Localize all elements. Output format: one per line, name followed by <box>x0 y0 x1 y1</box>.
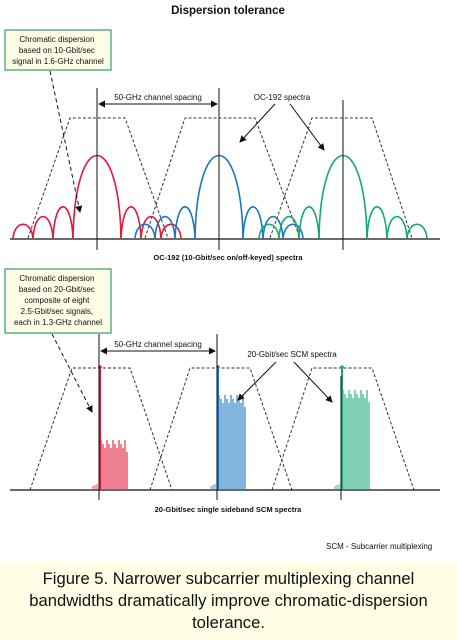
bottom-callout-line-4: 2.5-Gbit/sec signals, <box>21 307 93 316</box>
side-lobe-right <box>120 206 142 239</box>
side-lobe-left <box>278 216 300 239</box>
bottom-spacing-label: 50-GHz channel spacing <box>114 340 202 349</box>
side-lobe-left <box>12 223 34 239</box>
top-spectra-arrow-1 <box>239 103 276 143</box>
side-lobe-right <box>160 223 182 239</box>
side-lobe-right <box>262 216 284 239</box>
bottom-spectra-label: 20-Gbit/sec SCM spectra <box>247 350 337 359</box>
top-filter-2 <box>144 117 301 239</box>
top-callout-line-2: based on 10-Gbit/sec <box>19 46 95 55</box>
bottom-callout-pointer <box>51 333 93 413</box>
side-lobe-left <box>52 206 74 239</box>
side-lobe-left <box>154 216 176 239</box>
bottom-filter-2 <box>149 367 293 491</box>
figure-caption-box: Figure 5. Narrower subcarrier multiplexi… <box>0 562 457 640</box>
side-lobe-left <box>298 206 320 239</box>
top-callout-box <box>4 29 112 71</box>
bottom-spectrum-channel-1 <box>92 365 128 489</box>
top-axis-label: OC-192 (10-Gbit/sec on/off-keyed) spectr… <box>153 253 303 262</box>
bottom-callout-line-2: based on 20-Gbit/sec <box>19 285 95 294</box>
bottom-callout-line-1: Chromatic dispersion <box>19 274 94 283</box>
bottom-callout-line-5: each in 1.3-GHz channel <box>14 318 102 327</box>
top-callout: Chromatic dispersion based on 10-Gbit/se… <box>12 35 104 66</box>
top-spectra-arrow-2 <box>289 103 325 151</box>
top-panel: 50-GHz channel spacing OC-192 spectra Ch… <box>4 29 440 262</box>
bottom-spectra <box>92 365 370 489</box>
bottom-callout-line-3: composite of eight <box>24 296 90 305</box>
carrier-dot <box>340 365 344 369</box>
top-callout-pointer <box>49 70 83 213</box>
side-lobe-right <box>282 223 304 239</box>
top-spacing-label: 50-GHz channel spacing <box>114 93 202 102</box>
scm-legend-note: SCM - Subcarrier multiplexing <box>326 542 433 551</box>
bottom-callout-box <box>4 268 112 334</box>
bottom-axis-label: 20-Gbit/sec single sideband SCM spectra <box>155 505 303 514</box>
side-lobe-left <box>258 223 280 239</box>
bottom-spectrum-channel-3 <box>334 365 370 489</box>
side-lobe-right <box>386 216 408 239</box>
side-lobe-left <box>134 223 156 239</box>
bottom-filter-3 <box>271 367 415 491</box>
dispersion-diagram: Dispersion tolerance 50-GHz channel spac… <box>4 5 440 514</box>
top-filter-1 <box>27 117 169 239</box>
top-callout-line-3: signal in 1.6-GHz channel <box>12 57 104 66</box>
diagram-title: Dispersion tolerance <box>171 5 285 17</box>
side-lobe-right <box>406 223 428 239</box>
side-lobe-right <box>140 216 162 239</box>
side-lobe-left <box>174 206 196 239</box>
top-callout-line-1: Chromatic dispersion <box>19 35 94 44</box>
bottom-spectrum-channel-2 <box>210 365 246 489</box>
figure-caption: Figure 5. Narrower subcarrier multiplexi… <box>29 569 428 632</box>
top-spectra <box>12 154 428 239</box>
bottom-panel: 50-GHz channel spacing 20-Gbit/sec SCM s… <box>4 268 440 514</box>
bottom-spectra-arrow-2 <box>293 361 333 403</box>
side-lobe-right <box>242 206 264 239</box>
side-lobe-left <box>32 216 54 239</box>
top-spectra-label: OC-192 spectra <box>254 93 311 102</box>
side-lobe-right <box>366 206 388 239</box>
bottom-filter-1 <box>29 367 173 491</box>
top-filter-3 <box>269 117 413 239</box>
bottom-callout: Chromatic dispersion based on 20-Gbit/se… <box>14 274 102 327</box>
bottom-spectra-arrow-1 <box>237 361 277 401</box>
